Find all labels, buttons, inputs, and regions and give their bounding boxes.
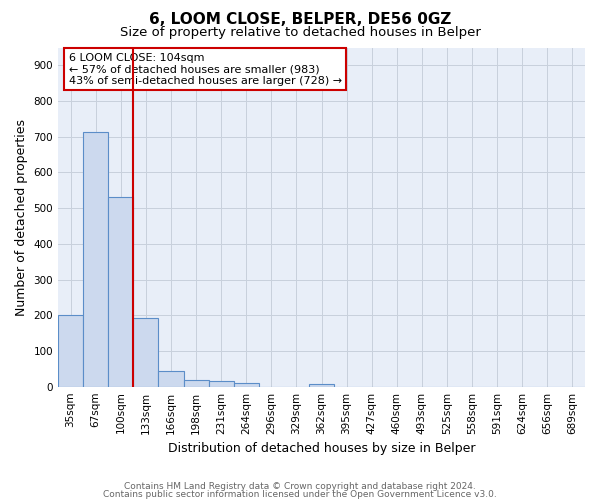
Text: Contains HM Land Registry data © Crown copyright and database right 2024.: Contains HM Land Registry data © Crown c… xyxy=(124,482,476,491)
Bar xyxy=(309,384,334,386)
Bar xyxy=(233,383,259,386)
Bar xyxy=(58,316,83,386)
Text: 6 LOOM CLOSE: 104sqm
← 57% of detached houses are smaller (983)
43% of semi-deta: 6 LOOM CLOSE: 104sqm ← 57% of detached h… xyxy=(68,52,342,86)
X-axis label: Distribution of detached houses by size in Belper: Distribution of detached houses by size … xyxy=(168,442,475,455)
Bar xyxy=(184,380,209,386)
Bar xyxy=(158,370,184,386)
Y-axis label: Number of detached properties: Number of detached properties xyxy=(15,118,28,316)
Text: Contains public sector information licensed under the Open Government Licence v3: Contains public sector information licen… xyxy=(103,490,497,499)
Bar xyxy=(133,318,158,386)
Text: 6, LOOM CLOSE, BELPER, DE56 0GZ: 6, LOOM CLOSE, BELPER, DE56 0GZ xyxy=(149,12,451,28)
Bar xyxy=(209,382,233,386)
Bar xyxy=(108,198,133,386)
Text: Size of property relative to detached houses in Belper: Size of property relative to detached ho… xyxy=(119,26,481,39)
Bar xyxy=(83,132,108,386)
